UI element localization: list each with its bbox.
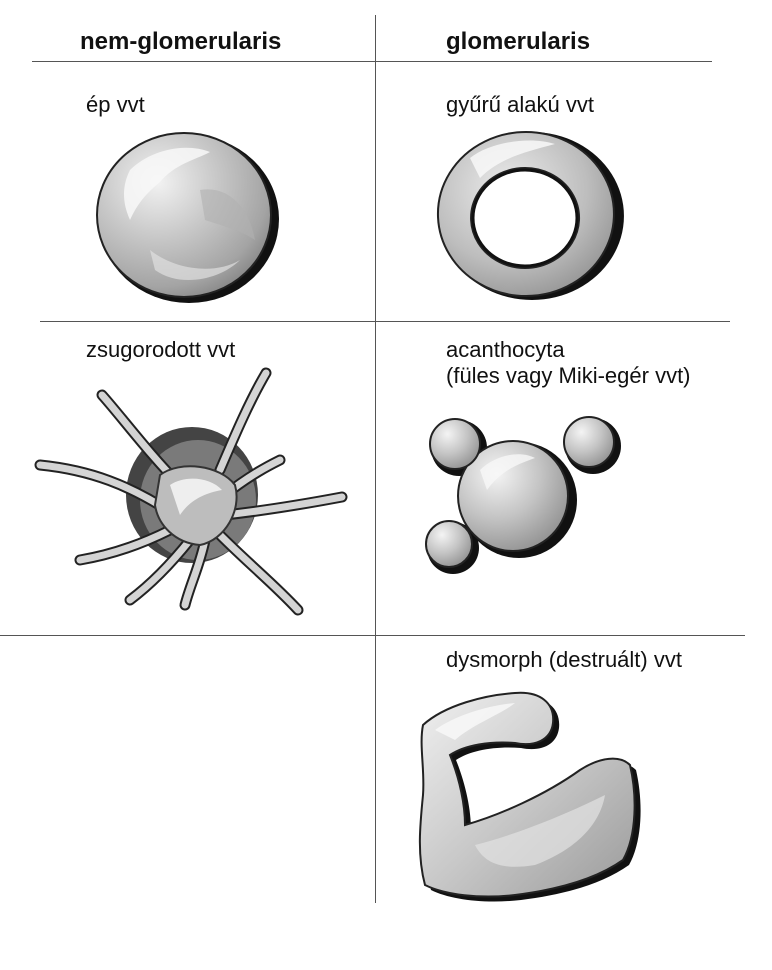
label-normal-rbc: ép vvt bbox=[86, 92, 145, 117]
acanthocyte-illustration bbox=[425, 416, 621, 574]
label-acanthocyte: acanthocyta bbox=[446, 337, 565, 362]
row-divider-2 bbox=[0, 635, 745, 636]
dysmorphic-rbc-illustration bbox=[418, 691, 641, 902]
row-divider-1 bbox=[40, 321, 730, 322]
label-acanthocyte-desc: (füles vagy Miki-egér vvt) bbox=[446, 363, 691, 388]
label-dysmorphic-rbc: dysmorph (destruált) vvt bbox=[446, 647, 682, 672]
ring-rbc-illustration bbox=[436, 131, 624, 300]
header-divider bbox=[32, 61, 712, 62]
header-glomerular: glomerularis bbox=[446, 28, 591, 55]
label-shrunken-rbc: zsugorodott vvt bbox=[86, 337, 236, 362]
shrunken-rbc-illustration bbox=[34, 367, 348, 616]
label-ring-rbc: gyűrű alakú vvt bbox=[446, 92, 594, 117]
normal-rbc-illustration bbox=[96, 132, 279, 303]
column-divider bbox=[375, 15, 376, 903]
header-non-glomerular: nem-glomerularis bbox=[80, 28, 282, 55]
